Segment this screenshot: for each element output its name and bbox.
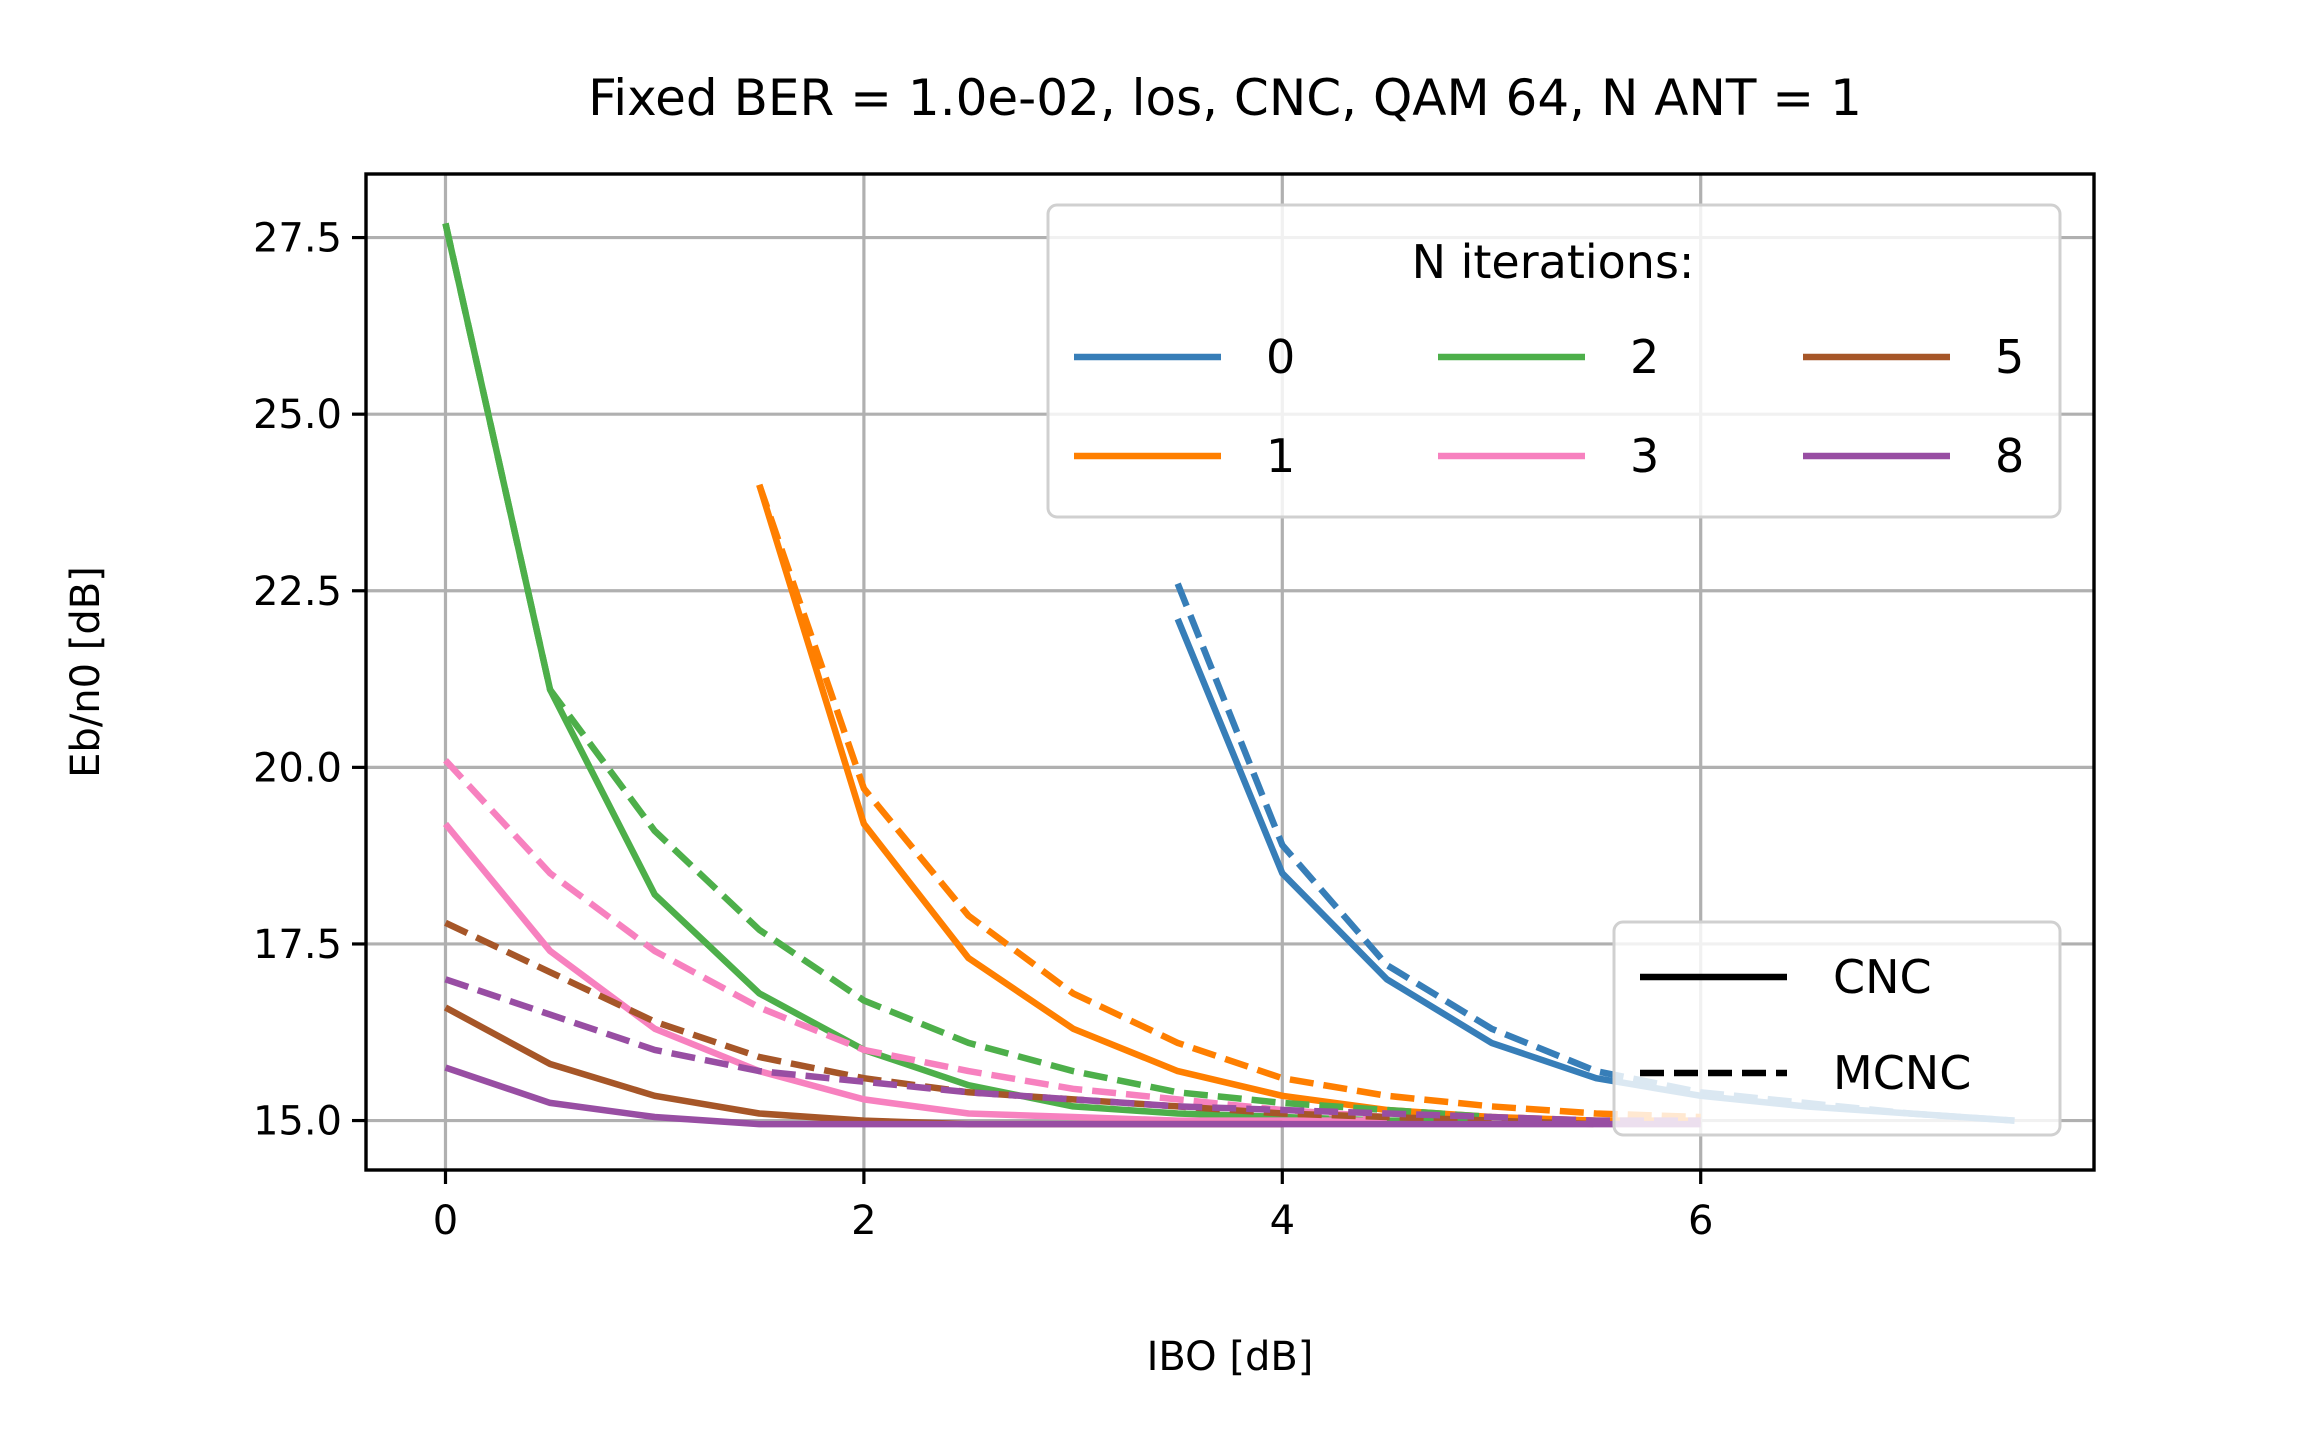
x-tick-label: 0 xyxy=(433,1198,458,1244)
legend-label-0: 0 xyxy=(1266,330,1295,384)
y-axis-label: Eb/n0 [dB] xyxy=(63,566,109,778)
legend-iterations: N iterations: 0 1 2 3 5 8 xyxy=(1046,203,2062,519)
legend-label-mcnc: MCNC xyxy=(1833,1046,1971,1100)
series-line-3-cnc xyxy=(442,821,1387,1124)
series-line-3-mcnc xyxy=(443,758,1388,1121)
series-line-2-mcnc xyxy=(442,222,1492,1121)
y-tick-label: 27.5 xyxy=(253,216,342,262)
y-tick-label: 15.0 xyxy=(253,1099,342,1145)
x-tick-label: 2 xyxy=(851,1198,876,1244)
x-tick-label: 6 xyxy=(1688,1198,1713,1244)
legend-iterations-entries: 0 1 2 3 5 8 xyxy=(1074,330,2024,483)
series-line-5-mcnc xyxy=(444,919,1597,1128)
legend-method-entries: CNC MCNC xyxy=(1640,950,1971,1100)
series-line-1-cnc xyxy=(756,483,1701,1124)
chart-title: Fixed BER = 1.0e-02, los, CNC, QAM 64, N… xyxy=(588,69,1862,127)
legend-method: CNC MCNC xyxy=(1612,920,2062,1137)
legend-label-2: 2 xyxy=(1630,330,1659,384)
legend-iterations-title: N iterations: xyxy=(1412,235,1695,289)
series-line-8-mcnc xyxy=(444,976,1701,1124)
legend-label-8: 8 xyxy=(1995,429,2024,483)
y-tick-label: 22.5 xyxy=(253,569,342,615)
y-tick-label: 17.5 xyxy=(253,922,342,968)
legend-label-3: 3 xyxy=(1630,429,1659,483)
plot-frame xyxy=(364,172,2096,1172)
x-tick-label: 4 xyxy=(1270,1198,1295,1244)
legend-iterations-box xyxy=(1046,203,2062,519)
series-line-8-cnc xyxy=(444,1064,1701,1128)
x-axis-label: IBO [dB] xyxy=(1147,1334,1314,1380)
legend-label-cnc: CNC xyxy=(1833,950,1932,1004)
y-tick-label: 20.0 xyxy=(253,745,342,791)
legend-label-5: 5 xyxy=(1995,330,2024,384)
ticks: 0 2 4 6 15.0 17.5 20.0 22.5 25.0 27.5 xyxy=(253,216,1713,1244)
legend-label-1: 1 xyxy=(1266,429,1295,483)
y-tick-label: 25.0 xyxy=(253,392,342,438)
series-line-1-mcnc xyxy=(756,483,1701,1121)
